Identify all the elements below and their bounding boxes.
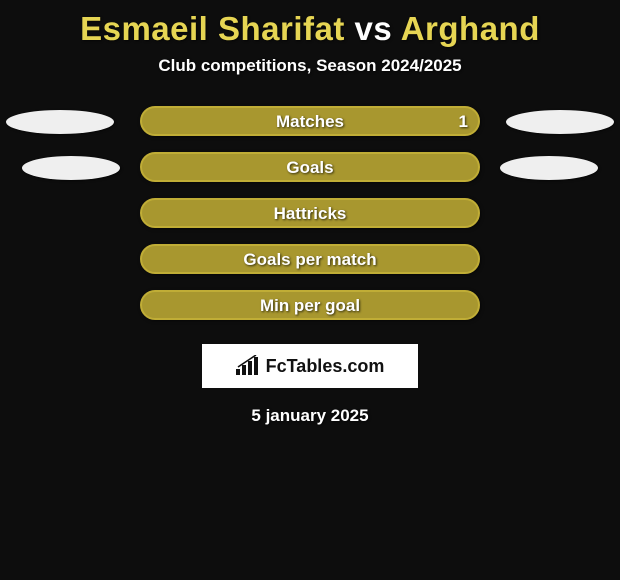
stat-bar: Hattricks (140, 198, 480, 228)
stat-row-hattricks: Hattricks (0, 196, 620, 242)
player-a-placeholder-icon (6, 110, 114, 134)
fctables-logo: FcTables.com (202, 344, 418, 388)
subtitle: Club competitions, Season 2024/2025 (0, 56, 620, 104)
comparison-card: Esmaeil Sharifat vs Arghand Club competi… (0, 0, 620, 426)
player-a-placeholder-icon (22, 156, 120, 180)
stat-value-right: 1 (459, 112, 468, 132)
stat-label: Goals (142, 158, 478, 178)
stat-row-min-per-goal: Min per goal (0, 288, 620, 334)
stat-label: Min per goal (142, 296, 478, 316)
bar-chart-icon (236, 355, 262, 377)
player-a-name: Esmaeil Sharifat (80, 10, 345, 47)
player-b-placeholder-icon (500, 156, 598, 180)
stat-label: Matches (142, 112, 478, 132)
date-label: 5 january 2025 (0, 406, 620, 426)
stats-section: Matches 1 Goals Hattricks Goals per matc… (0, 104, 620, 334)
player-b-name: Arghand (401, 10, 540, 47)
stat-bar: Matches 1 (140, 106, 480, 136)
player-b-placeholder-icon (506, 110, 614, 134)
stat-bar: Min per goal (140, 290, 480, 320)
page-title: Esmaeil Sharifat vs Arghand (0, 6, 620, 56)
stat-row-goals-per-match: Goals per match (0, 242, 620, 288)
stat-label: Hattricks (142, 204, 478, 224)
vs-label: vs (355, 10, 393, 47)
stat-label: Goals per match (142, 250, 478, 270)
stat-row-matches: Matches 1 (0, 104, 620, 150)
stat-bar: Goals per match (140, 244, 480, 274)
stat-row-goals: Goals (0, 150, 620, 196)
stat-bar: Goals (140, 152, 480, 182)
logo-text: FcTables.com (266, 356, 385, 377)
